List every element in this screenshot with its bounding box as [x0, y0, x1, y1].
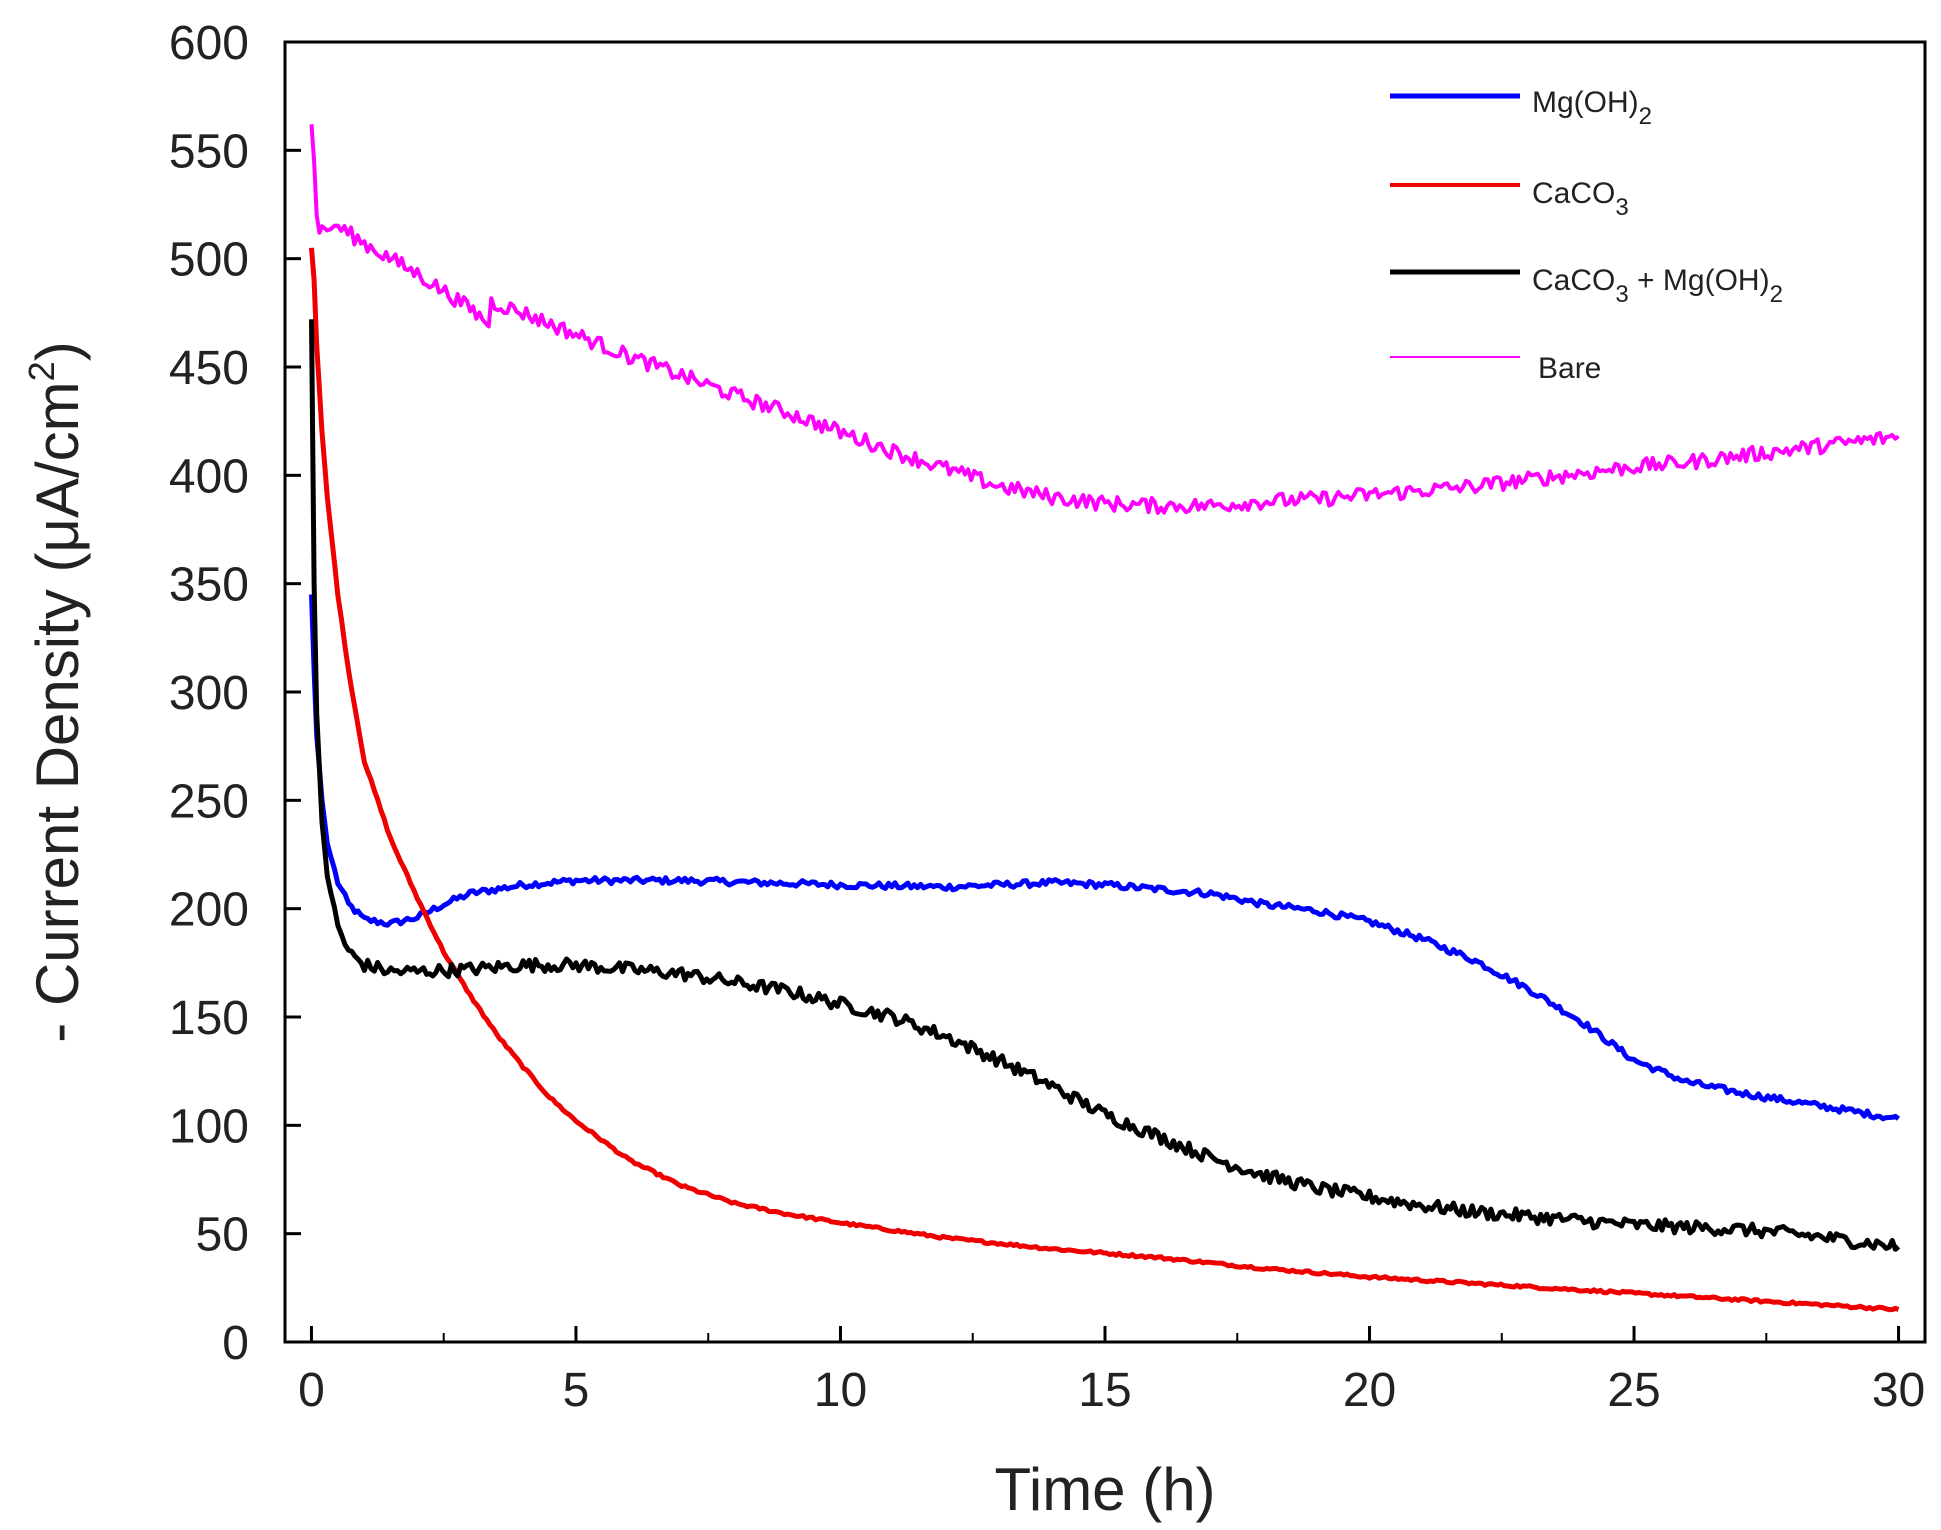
legend: Mg(OH)2 CaCO3 CaCO3 + Mg(OH)2 Bare	[1390, 86, 1783, 385]
x-tick-label-25: 25	[1607, 1364, 1660, 1417]
y-tick-label-200: 200	[169, 884, 249, 937]
x-tick-label-30: 30	[1872, 1364, 1925, 1417]
x-tick-label-5: 5	[563, 1364, 590, 1417]
y-tick-label-350: 350	[169, 559, 249, 612]
legend-label-caco3-mgoh2: CaCO3 + Mg(OH)2	[1532, 264, 1783, 308]
legend-entry-mgoh2: Mg(OH)2	[1390, 86, 1652, 130]
y-tick-label-550: 550	[169, 125, 249, 178]
series-line-0	[309, 594, 1901, 1122]
legend-label-bare: Bare	[1538, 352, 1601, 385]
y-tick-label-0: 0	[222, 1317, 249, 1370]
series-line-3	[309, 124, 1900, 515]
y-tick-label-450: 450	[169, 342, 249, 395]
y-tick-label-250: 250	[169, 775, 249, 828]
x-axis-ticks: 0 5 10 15 20 25 30	[298, 1326, 1925, 1417]
y-tick-label-400: 400	[169, 450, 249, 503]
x-tick-label-0: 0	[298, 1364, 325, 1417]
x-axis-title: Time (h)	[994, 1456, 1215, 1523]
legend-label-caco3: CaCO3	[1532, 177, 1629, 221]
legend-entry-caco3-mgoh2: CaCO3 + Mg(OH)2	[1390, 264, 1783, 308]
y-tick-label-150: 150	[169, 992, 249, 1045]
legend-entry-caco3: CaCO3	[1390, 177, 1629, 221]
x-tick-label-10: 10	[814, 1364, 867, 1417]
y-tick-label-600: 600	[169, 17, 249, 70]
legend-label-mgoh2: Mg(OH)2	[1532, 86, 1652, 130]
series-lines	[309, 124, 1901, 1313]
y-tick-label-100: 100	[169, 1100, 249, 1153]
y-tick-label-50: 50	[196, 1209, 249, 1262]
series-line-2	[309, 319, 1901, 1252]
x-tick-label-20: 20	[1343, 1364, 1396, 1417]
plot-frame	[283, 40, 1927, 1344]
y-axis-title: - Current Density (μA/cm2)	[21, 341, 91, 1042]
series-line-1	[309, 247, 1900, 1313]
legend-entry-bare: Bare	[1390, 352, 1601, 385]
y-tick-label-300: 300	[169, 667, 249, 720]
y-tick-label-500: 500	[169, 234, 249, 287]
y-axis-ticks: 0 50 100 150 200 250 300 350 400 450 500 550 600	[169, 17, 301, 1370]
x-tick-label-15: 15	[1078, 1364, 1131, 1417]
